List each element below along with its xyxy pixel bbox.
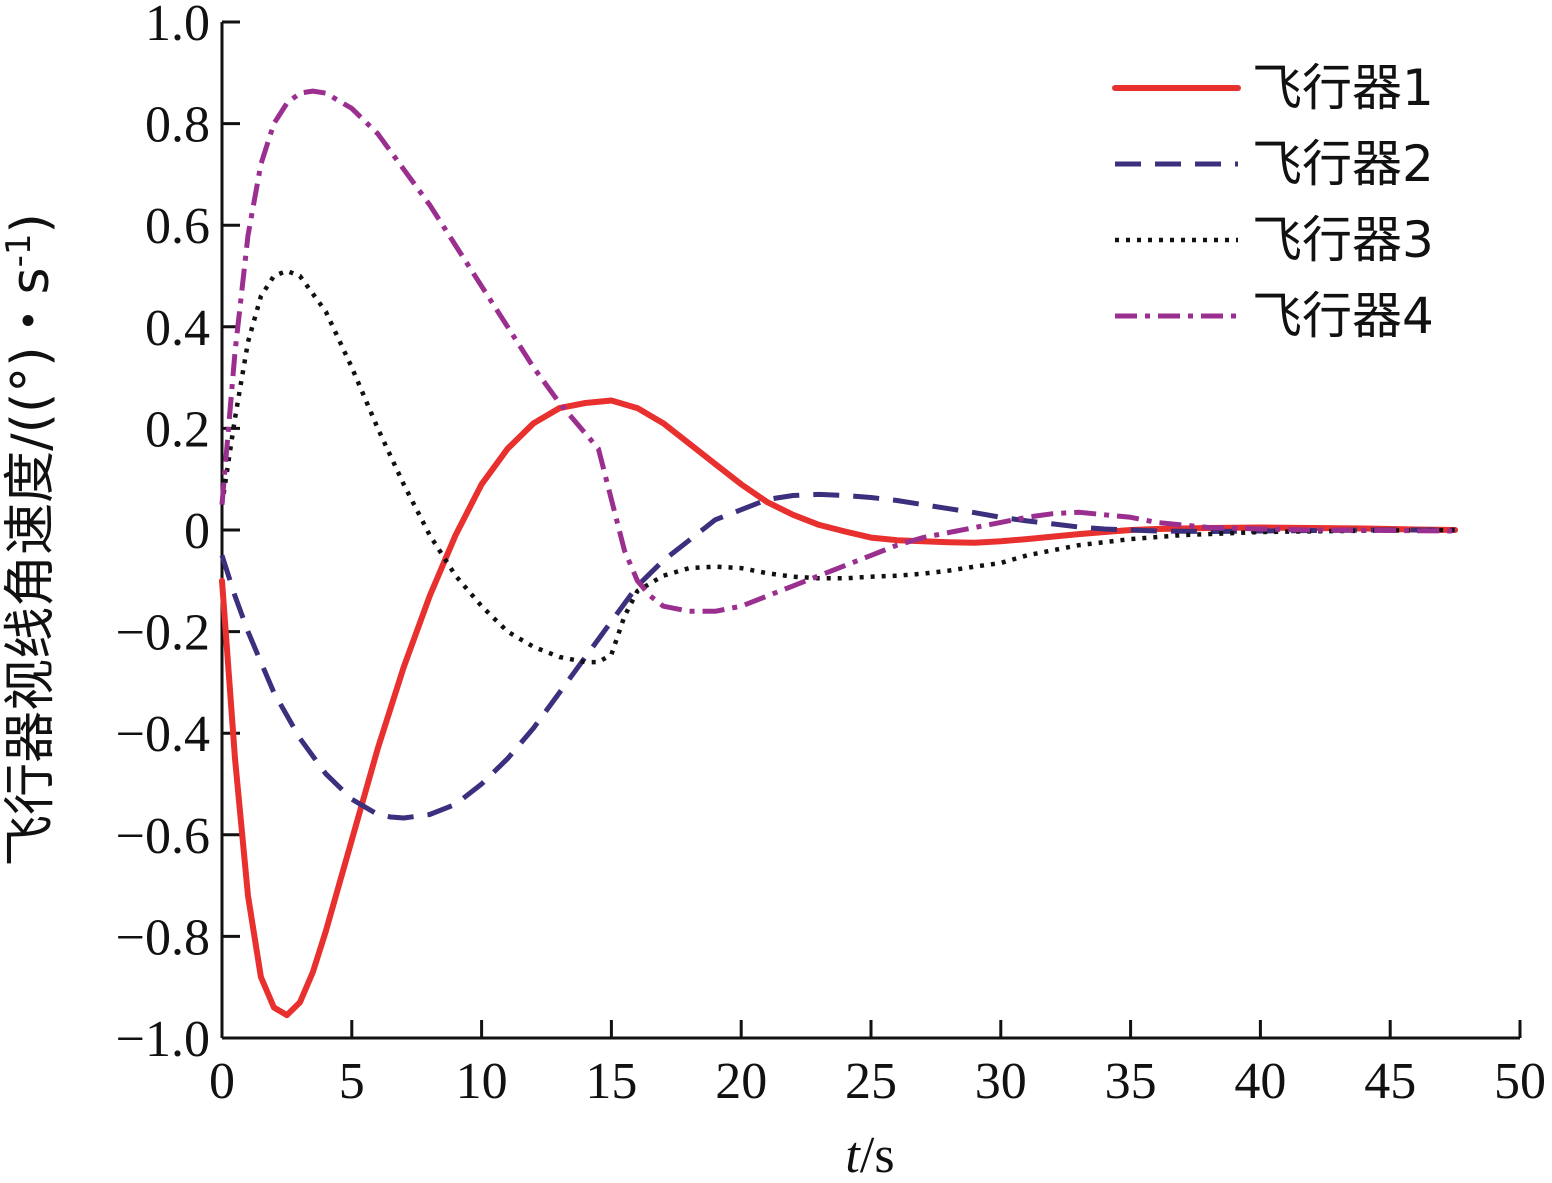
x-tick-label: 5	[339, 1053, 365, 1110]
series-line-4	[219, 88, 1456, 614]
y-tick-label: −0.8	[116, 909, 210, 966]
x-tick-label: 35	[1105, 1053, 1157, 1110]
x-axis-title-italic: t	[845, 1127, 861, 1183]
legend-label-2: 飞行器2	[1252, 135, 1434, 193]
x-axis-title: t/s	[845, 1127, 894, 1183]
legend: 飞行器1 飞行器2 飞行器3 飞行器4	[1112, 59, 1434, 345]
legend-label-3: 飞行器3	[1252, 211, 1434, 269]
y-tick-label: 0.4	[145, 300, 210, 357]
legend-label-1: 飞行器1	[1252, 59, 1434, 117]
x-tick-label: 25	[845, 1053, 897, 1110]
y-tick-label: 1.0	[145, 0, 210, 52]
y-tick-label: −1.0	[116, 1011, 210, 1068]
series-group	[219, 88, 1459, 1019]
x-tick-label: 20	[715, 1053, 767, 1110]
y-tick-label: −0.2	[116, 605, 210, 662]
y-axis-title: 飞行器视线角速度/((°)・s-1)	[0, 213, 61, 867]
x-tick-label: 0	[209, 1053, 235, 1110]
y-tick-label: −0.6	[116, 808, 210, 865]
y-axis-title-superscript: -1	[0, 233, 39, 267]
y-tick-label: 0	[184, 503, 210, 560]
y-tick-label: −0.4	[116, 706, 210, 763]
x-axis-title-unit: /s	[860, 1127, 895, 1183]
x-tick-label: 45	[1364, 1053, 1416, 1110]
y-axis-title-close: )	[1, 213, 61, 233]
y-tick-label: 0.8	[145, 97, 210, 154]
x-tick-label: 40	[1234, 1053, 1286, 1110]
series-line-2	[219, 491, 1456, 821]
x-ticks: 0 5 10 15 20 25 30 35 40 45 50	[209, 1020, 1546, 1110]
y-tick-label: 0.6	[145, 198, 210, 255]
x-tick-label: 30	[975, 1053, 1027, 1110]
y-tick-label: 0.2	[145, 401, 210, 458]
legend-label-4: 飞行器4	[1252, 287, 1434, 345]
y-axis-title-main: 飞行器视线角速度/((°)・s	[1, 267, 61, 866]
y-ticks: −1.0 −0.8 −0.6 −0.4 −0.2 0 0.2 0.4 0.6 0.8 1.0	[116, 0, 240, 1068]
x-tick-label: 10	[456, 1053, 508, 1110]
x-tick-label: 50	[1494, 1053, 1546, 1110]
x-tick-label: 15	[585, 1053, 637, 1110]
